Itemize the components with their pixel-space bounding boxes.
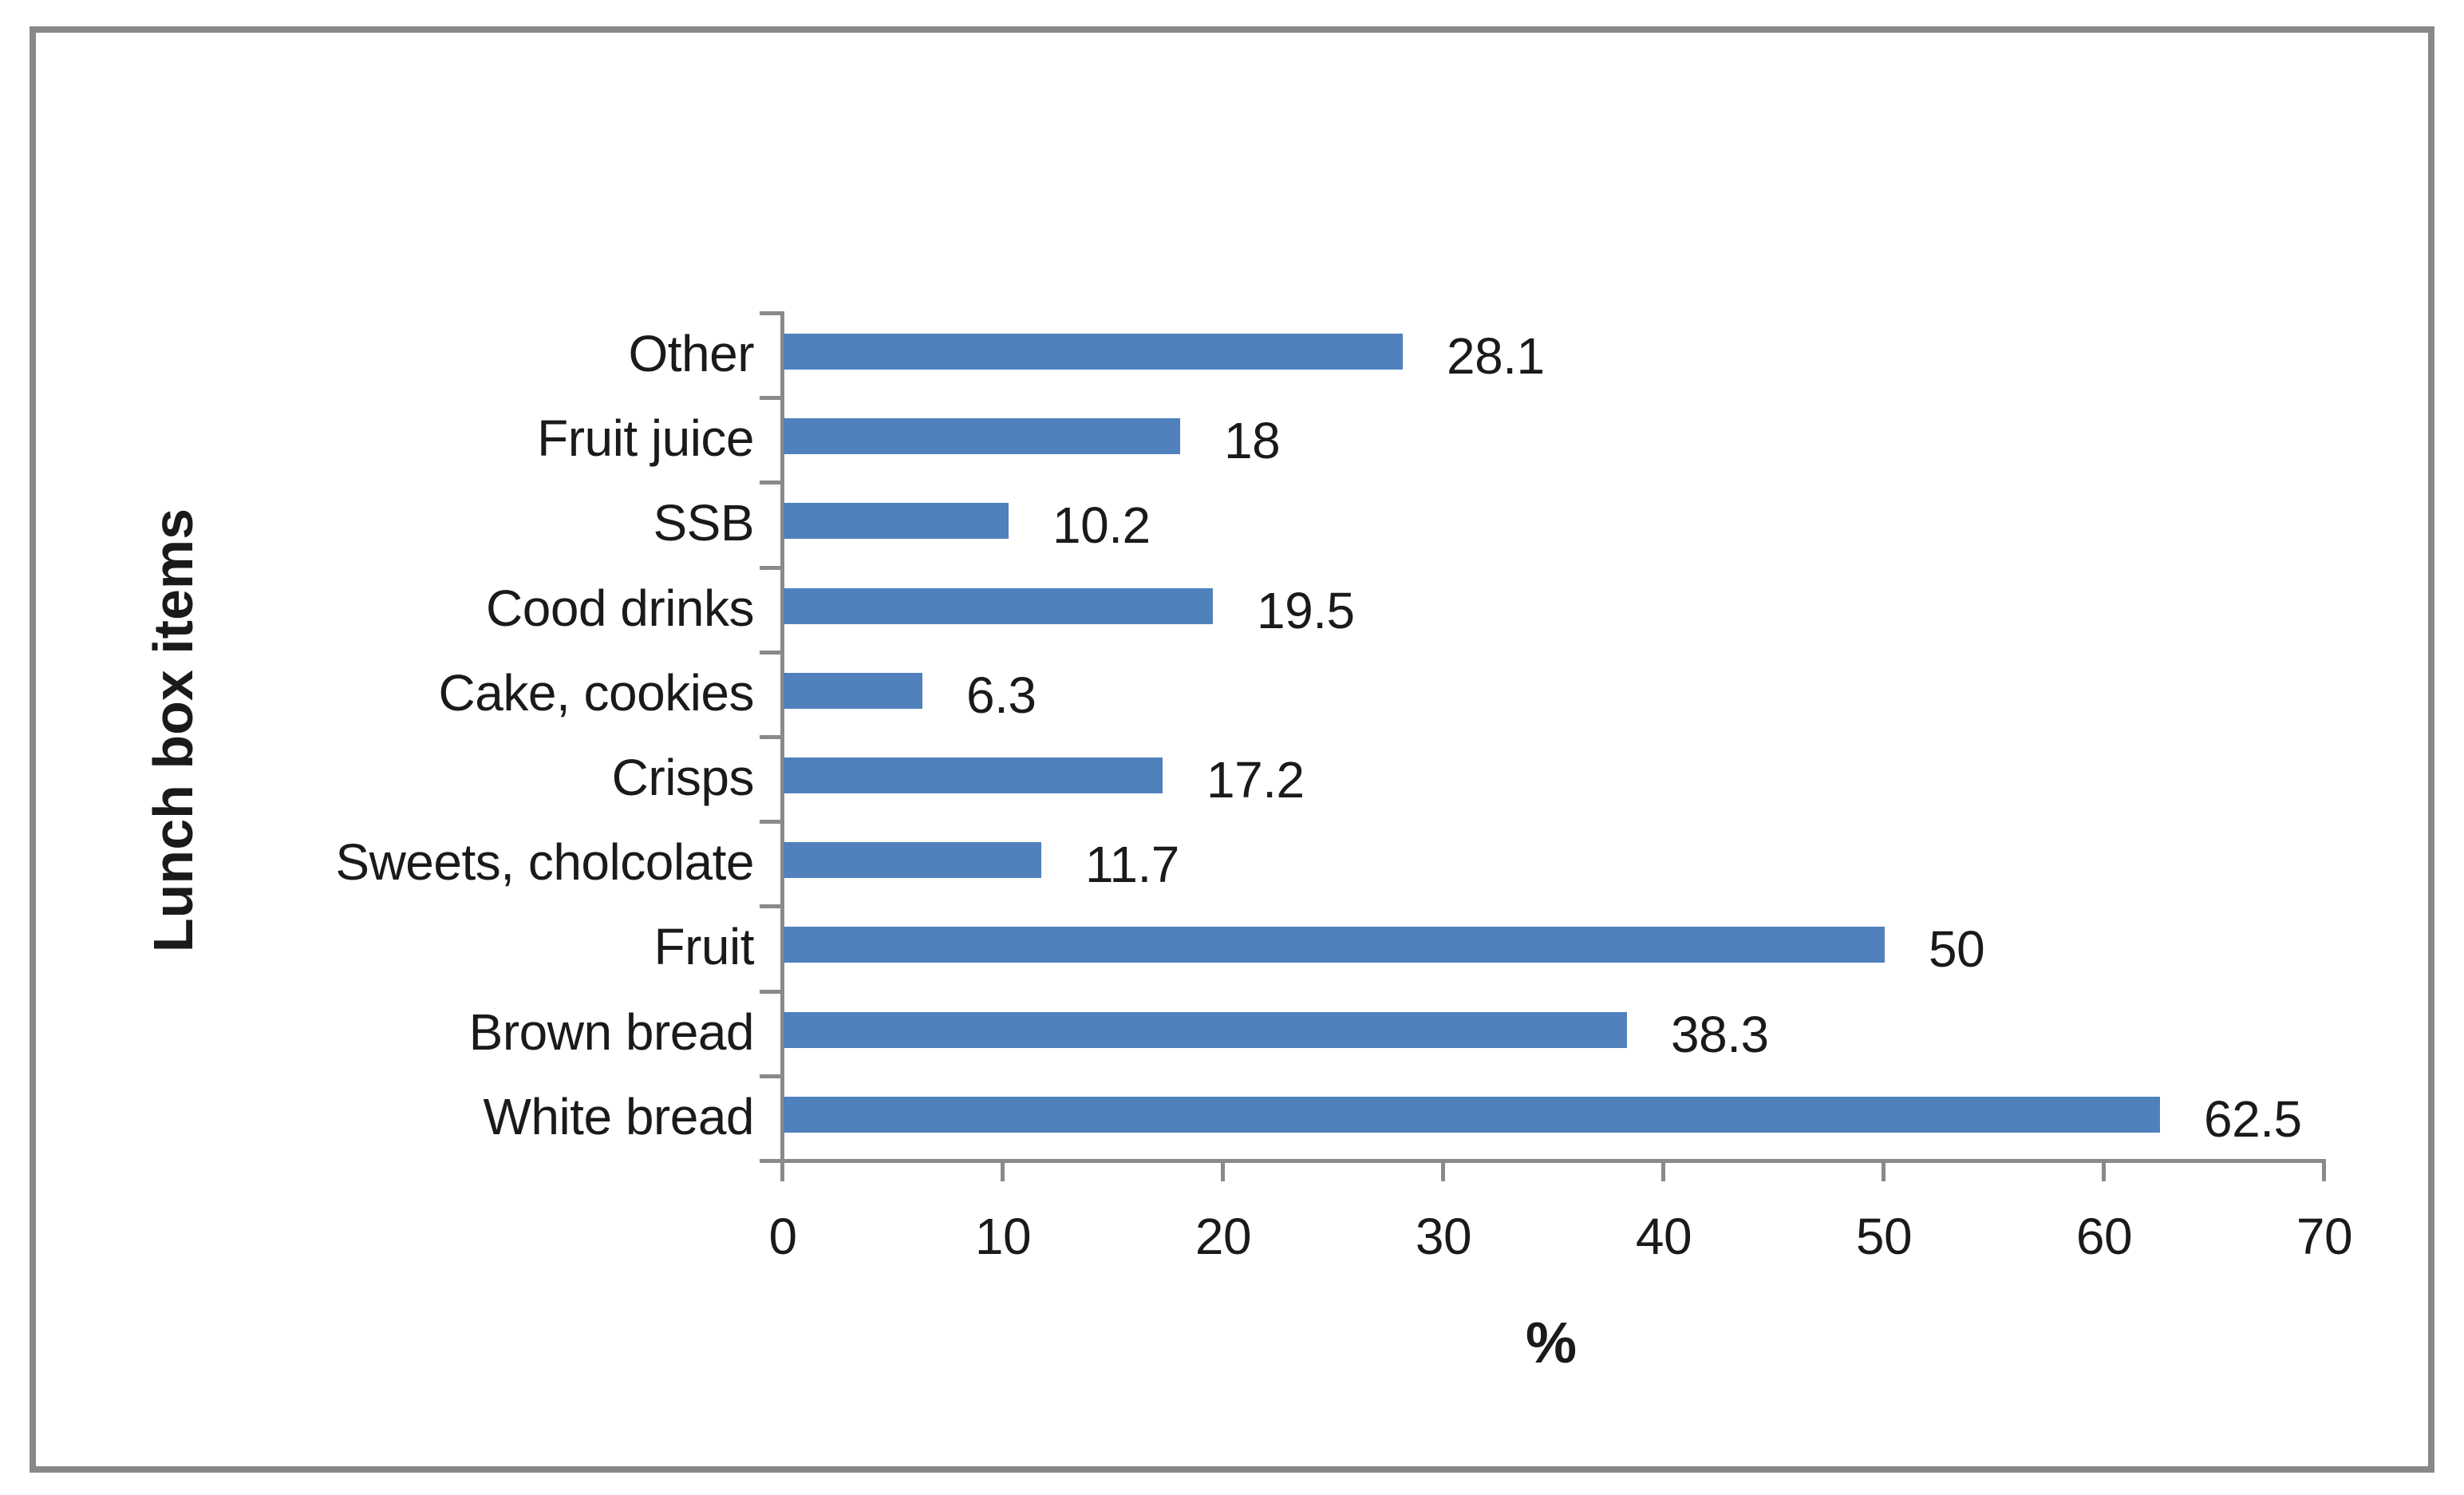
value-label: 18 [1224,412,1281,469]
category-label: Brown bread [468,1003,755,1061]
x-axis-line [780,1159,2326,1163]
value-label: 10.2 [1052,496,1151,554]
y-axis-tick [760,904,780,908]
bar [784,1097,2160,1133]
y-axis-tick [760,481,780,484]
x-axis-tick [2322,1159,2326,1181]
value-label: 11.7 [1085,836,1179,893]
bar [784,927,1885,963]
x-axis-tick [2102,1159,2106,1181]
bar [784,673,922,709]
y-axis-tick [760,1074,780,1078]
category-label: Sweets, cholcolate [335,833,754,891]
x-axis-tick-label: 50 [1855,1208,1913,1265]
y-axis-tick [760,1159,780,1163]
y-axis-tick [760,820,780,824]
value-label: 50 [1929,920,1985,978]
bar [784,757,1163,793]
x-axis-tick [1661,1159,1665,1181]
bar [784,334,1403,370]
y-axis-tick [760,396,780,400]
y-axis-line [780,311,784,1181]
category-label: Other [628,325,754,382]
x-axis-tick [1001,1159,1005,1181]
x-axis-tick [780,1159,784,1181]
x-axis-tick-label: 20 [1194,1208,1252,1265]
x-axis-tick-label: 70 [2296,1208,2353,1265]
y-axis-tick [760,990,780,994]
value-label: 28.1 [1447,327,1545,385]
category-label: Cood drinks [486,579,755,637]
bar [784,842,1041,878]
category-label: White bread [483,1088,754,1145]
x-axis-tick-label: 30 [1415,1208,1472,1265]
x-axis-tick-label: 60 [2075,1208,2133,1265]
chart-border-frame [30,26,2434,1473]
bar [784,1012,1627,1048]
y-axis-tick [760,311,780,315]
y-axis-title: Lunch box items [142,508,204,953]
bar [784,503,1009,539]
x-axis-tick-label: 10 [974,1208,1032,1265]
x-axis-tick-label: 0 [768,1208,797,1265]
category-label: Crisps [611,749,755,806]
bar [784,588,1213,624]
value-label: 19.5 [1257,582,1355,639]
y-axis-tick [760,651,780,655]
y-axis-tick [760,735,780,739]
value-label: 62.5 [2204,1090,2302,1148]
x-axis-tick [1882,1159,1886,1181]
category-label: SSB [653,494,754,552]
value-label: 17.2 [1206,751,1305,809]
bar [784,418,1180,454]
value-label: 6.3 [966,666,1037,724]
category-label: Cake, cookies [438,664,755,722]
x-axis-tick [1441,1159,1445,1181]
value-label: 38.3 [1671,1006,1769,1063]
x-axis-tick-label: 40 [1635,1208,1692,1265]
x-axis-title: % [1525,1311,1578,1375]
category-label: Fruit [654,918,755,975]
category-label: Fruit juice [537,409,754,467]
x-axis-tick [1221,1159,1225,1181]
y-axis-tick [760,566,780,570]
